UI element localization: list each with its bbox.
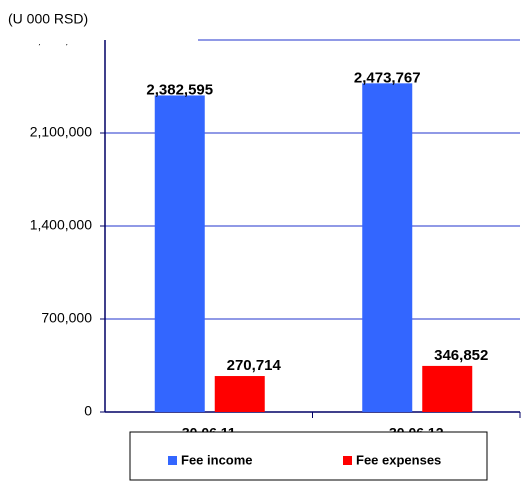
unit-label: (U 000 RSD) [8, 11, 88, 27]
bar [362, 83, 413, 413]
bar [154, 95, 205, 413]
value-label: 2,473,767 [354, 69, 421, 86]
legend-label: Fee expenses [356, 452, 441, 467]
y-tick-label: 1,400,000 [30, 217, 92, 233]
y-tick-label: 700,000 [41, 310, 92, 326]
y-tick-label: 2,100,000 [30, 124, 92, 140]
bar [214, 376, 265, 412]
bar [422, 365, 473, 412]
y-tick-label: 0 [84, 403, 92, 419]
legend-swatch [343, 456, 352, 465]
legend-label: Fee income [181, 452, 253, 467]
legend-swatch [168, 456, 177, 465]
legend [129, 431, 488, 481]
value-label: 2,382,595 [146, 81, 213, 98]
unit-label-bg [0, 30, 198, 44]
value-label: 270,714 [227, 357, 282, 374]
value-label: 346,852 [434, 347, 488, 364]
